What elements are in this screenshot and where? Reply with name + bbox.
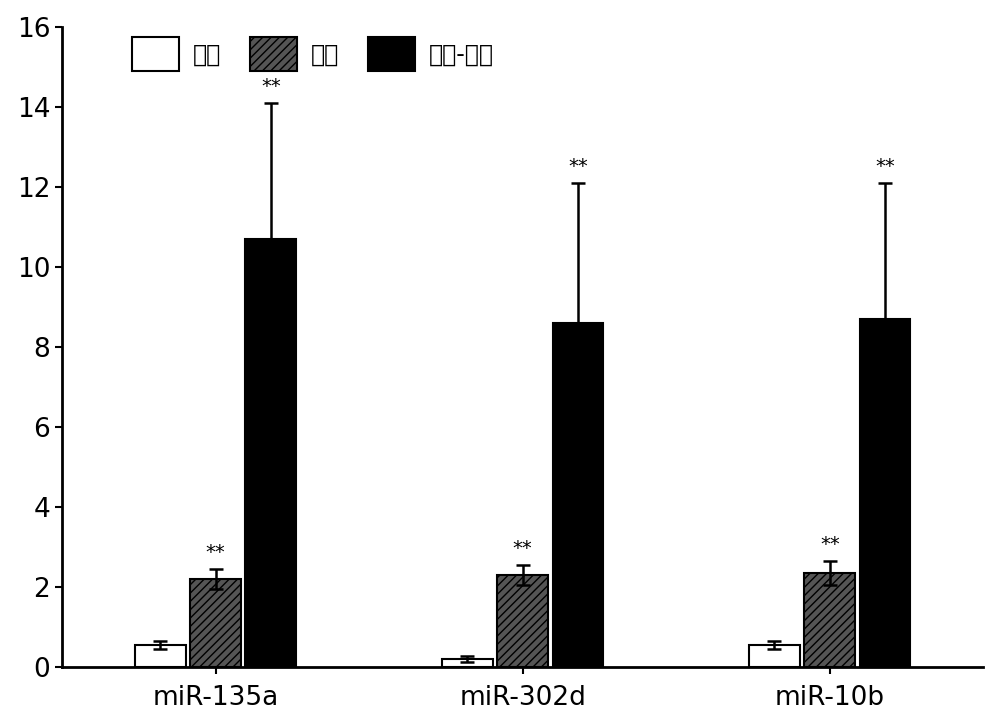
Bar — [190, 579, 241, 668]
Text: **: ** — [568, 157, 588, 175]
Bar — [245, 239, 296, 668]
Bar — [860, 319, 910, 668]
Text: **: ** — [875, 157, 895, 175]
Text: **: ** — [206, 543, 225, 562]
Bar — [135, 645, 186, 668]
Text: **: ** — [820, 535, 840, 554]
Legend: 正常, 肝癌, 肝癌-癌栓: 正常, 肝癌, 肝癌-癌栓 — [120, 25, 506, 83]
Text: **: ** — [261, 76, 281, 95]
Bar — [749, 645, 800, 668]
Bar — [553, 323, 603, 668]
Bar — [804, 573, 855, 668]
Bar — [497, 575, 548, 668]
Text: **: ** — [513, 539, 533, 558]
Bar — [442, 660, 493, 668]
